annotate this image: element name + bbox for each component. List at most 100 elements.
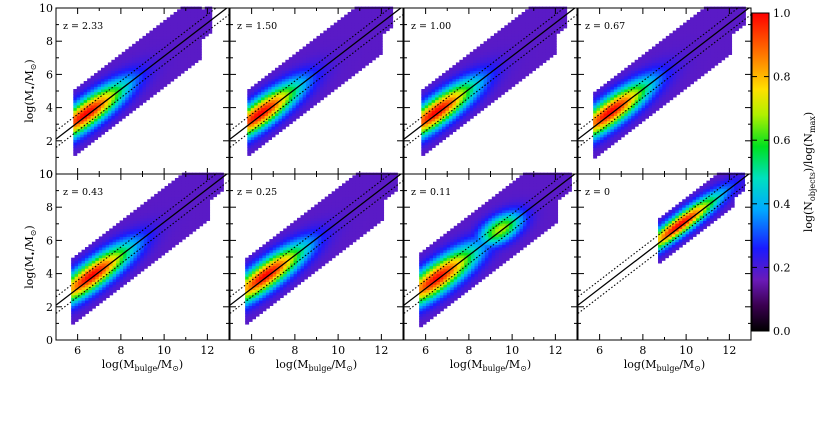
density-cell	[129, 270, 134, 275]
density-cell	[518, 27, 523, 32]
density-cell	[696, 62, 701, 66]
density-cell	[683, 30, 688, 34]
density-cell	[309, 73, 314, 77]
density-cell	[150, 212, 155, 216]
density-cell	[170, 54, 175, 58]
density-cell	[84, 262, 89, 267]
density-cell	[421, 126, 426, 130]
density-cell	[100, 70, 105, 74]
density-cell	[73, 139, 78, 143]
density-cell	[163, 65, 168, 69]
density-cell	[455, 123, 460, 127]
density-cell	[88, 260, 93, 264]
density-cell	[641, 70, 646, 74]
density-cell	[295, 107, 300, 111]
density-cell	[142, 65, 147, 69]
density-cell	[606, 118, 611, 122]
density-cell	[593, 139, 598, 143]
density-cell	[112, 273, 117, 277]
density-cell	[180, 35, 185, 40]
density-cell	[299, 78, 304, 82]
density-cell	[154, 215, 159, 219]
density-cell	[163, 25, 168, 29]
density-cell	[672, 33, 677, 37]
density-cell	[686, 73, 691, 77]
density-cell	[143, 228, 148, 232]
density-cell	[462, 118, 467, 122]
density-cell	[180, 70, 185, 74]
density-cell	[696, 22, 701, 26]
density-cell	[686, 43, 691, 48]
density-cell	[641, 83, 646, 87]
density-cell	[518, 57, 523, 61]
density-cell	[145, 35, 150, 40]
density-cell	[528, 59, 533, 63]
density-cell	[431, 86, 436, 90]
density-cell	[185, 175, 190, 179]
density-cell	[371, 46, 376, 50]
density-cell	[738, 11, 743, 16]
density-cell	[159, 51, 164, 55]
density-cell	[358, 33, 362, 37]
density-cell	[428, 89, 433, 93]
density-cell	[156, 73, 161, 77]
density-cell	[658, 70, 663, 74]
density-cell	[627, 96, 632, 101]
density-cell	[90, 91, 95, 95]
density-cell	[139, 65, 143, 69]
density-cell	[125, 102, 130, 106]
density-cell	[159, 27, 164, 32]
density-cell	[620, 99, 625, 103]
density-cell	[693, 57, 698, 61]
relation-line	[404, 8, 576, 140]
density-cell	[261, 139, 266, 143]
density-cell	[299, 91, 304, 95]
density-cell	[326, 70, 331, 74]
density-cell	[78, 265, 83, 269]
density-cell	[281, 94, 286, 98]
density-cell	[187, 43, 192, 48]
density-cell	[121, 91, 126, 95]
density-cell	[139, 43, 143, 48]
density-cell	[514, 33, 519, 37]
density-cell	[163, 73, 168, 77]
density-cell	[354, 43, 359, 48]
density-cell	[316, 65, 321, 69]
density-cell	[109, 270, 114, 275]
density-cell	[703, 54, 708, 58]
density-cell	[112, 268, 117, 272]
density-cell	[473, 49, 478, 53]
density-cell	[174, 209, 179, 214]
density-cell	[645, 78, 649, 82]
density-cell	[696, 14, 701, 18]
density-cell	[71, 305, 76, 309]
density-cell	[171, 183, 176, 187]
density-cell	[500, 91, 505, 95]
density-cell	[97, 118, 102, 122]
density-cell	[278, 73, 283, 77]
density-cell	[638, 107, 643, 111]
density-cell	[344, 65, 349, 69]
density-cell	[181, 236, 186, 240]
density-cell	[518, 65, 523, 69]
density-cell	[424, 131, 429, 135]
density-cell	[676, 78, 681, 82]
density-cell	[84, 297, 89, 301]
density-cell	[285, 107, 290, 111]
density-cell	[168, 244, 172, 248]
density-cell	[126, 273, 131, 277]
density-cell	[624, 83, 629, 87]
density-cell	[204, 27, 209, 32]
density-cell	[323, 89, 328, 93]
density-cell	[274, 83, 279, 87]
density-cell	[596, 147, 601, 151]
density-cell	[326, 81, 331, 85]
density-cell	[538, 19, 543, 24]
density-cell	[466, 81, 471, 85]
density-cell	[261, 99, 266, 103]
density-cell	[157, 231, 162, 235]
density-cell	[690, 49, 694, 53]
density-cell	[136, 220, 141, 224]
density-cell	[596, 126, 601, 130]
density-cell	[700, 11, 705, 16]
